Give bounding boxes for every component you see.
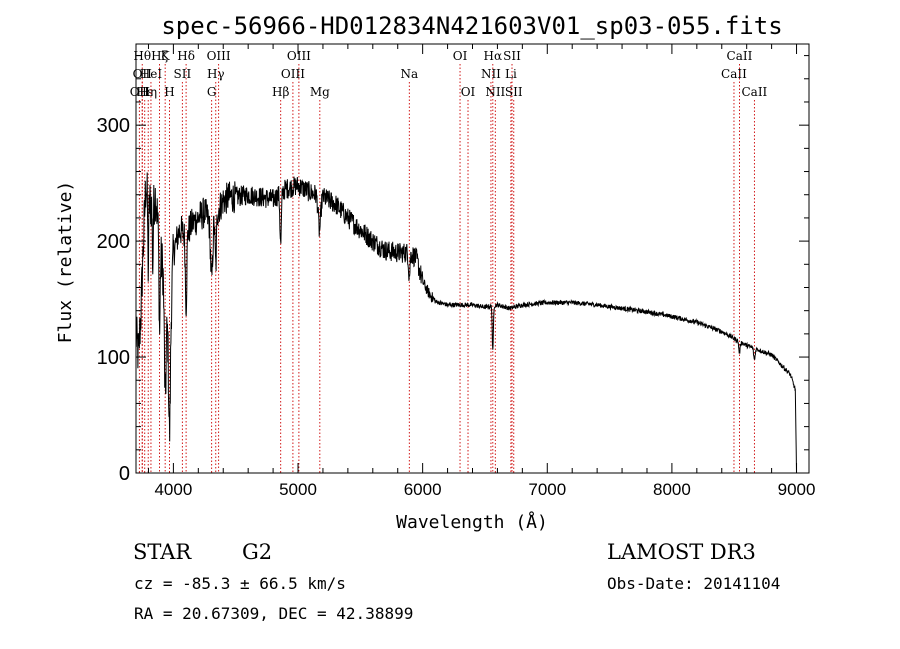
line-marker-label: OII <box>130 85 150 99</box>
x-tick-label: 8000 <box>653 480 691 499</box>
y-tick-label: 200 <box>97 231 130 253</box>
line-marker-label: Hε <box>136 85 153 99</box>
line-marker-label: Hγ <box>207 67 225 81</box>
line-marker-label: NII <box>485 85 505 99</box>
line-marker-label: SII <box>505 85 523 99</box>
line-marker-label: OI <box>461 85 476 99</box>
line-marker-label: CaII <box>721 67 747 81</box>
spectrum-line <box>135 172 797 474</box>
line-marker-label: OII <box>133 67 153 81</box>
survey-name: LAMOST DR3 <box>607 540 756 564</box>
x-tick-label: 5000 <box>279 480 317 499</box>
plot-frame <box>135 43 810 474</box>
obs-date-text: Obs-Date: 20141104 <box>607 574 781 593</box>
chart-title: spec-56966-HD012834N421603V01_sp03-055.f… <box>161 12 782 40</box>
line-marker-label: K <box>161 49 171 63</box>
line-marker-layer: OIIHθOIIHεHηHeIHζKHSIIHδGHγOIIIHβOIIIOII… <box>130 49 768 473</box>
y-tick-label: 100 <box>97 347 130 369</box>
spectral-subclass: G2 <box>242 540 273 564</box>
y-axis-label: Flux (relative) <box>55 181 76 344</box>
line-marker-label: Na <box>400 67 418 81</box>
line-marker-label: SII <box>174 67 192 81</box>
line-marker-label: CaII <box>741 85 767 99</box>
line-marker-label: Mg <box>310 85 330 99</box>
x-tick-label: 6000 <box>404 480 442 499</box>
line-marker-label: Hζ <box>151 49 168 63</box>
y-tick-label: 0 <box>119 463 130 485</box>
line-marker-label: SII <box>503 49 521 63</box>
x-tick-label: 4000 <box>154 480 192 499</box>
line-marker-label: Li <box>505 67 517 81</box>
line-marker-label: HeI <box>140 67 163 81</box>
line-marker-label: OIII <box>207 49 231 63</box>
object-class: STAR <box>133 540 192 564</box>
line-marker-label: Hβ <box>272 85 289 99</box>
line-marker-label: Hα <box>484 49 503 63</box>
line-marker-label: OIII <box>287 49 311 63</box>
line-marker-label: H <box>164 85 174 99</box>
line-marker-label: Hθ <box>133 49 151 63</box>
line-marker-label: CaII <box>727 49 753 63</box>
line-marker-label: Hδ <box>177 49 195 63</box>
redshift-text: cz = -85.3 ± 66.5 km/s <box>134 574 346 593</box>
line-marker-label: OI <box>453 49 468 63</box>
x-axis-label: Wavelength (Å) <box>396 511 548 533</box>
line-marker-label: NII <box>481 67 501 81</box>
axes-layer: 4000 5000 6000 7000 8000 9000 0 100 200 300 <box>97 44 816 499</box>
spectrum-series <box>135 172 797 474</box>
line-marker-label: G <box>207 85 217 99</box>
y-tick-label: 300 <box>97 115 130 137</box>
x-tick-label: 9000 <box>778 480 816 499</box>
coordinates-text: RA = 20.67309, DEC = 42.38899 <box>134 604 414 623</box>
line-marker-label: Hη <box>139 85 157 99</box>
x-tick-label: 7000 <box>528 480 566 499</box>
line-marker-label: OIII <box>281 67 305 81</box>
